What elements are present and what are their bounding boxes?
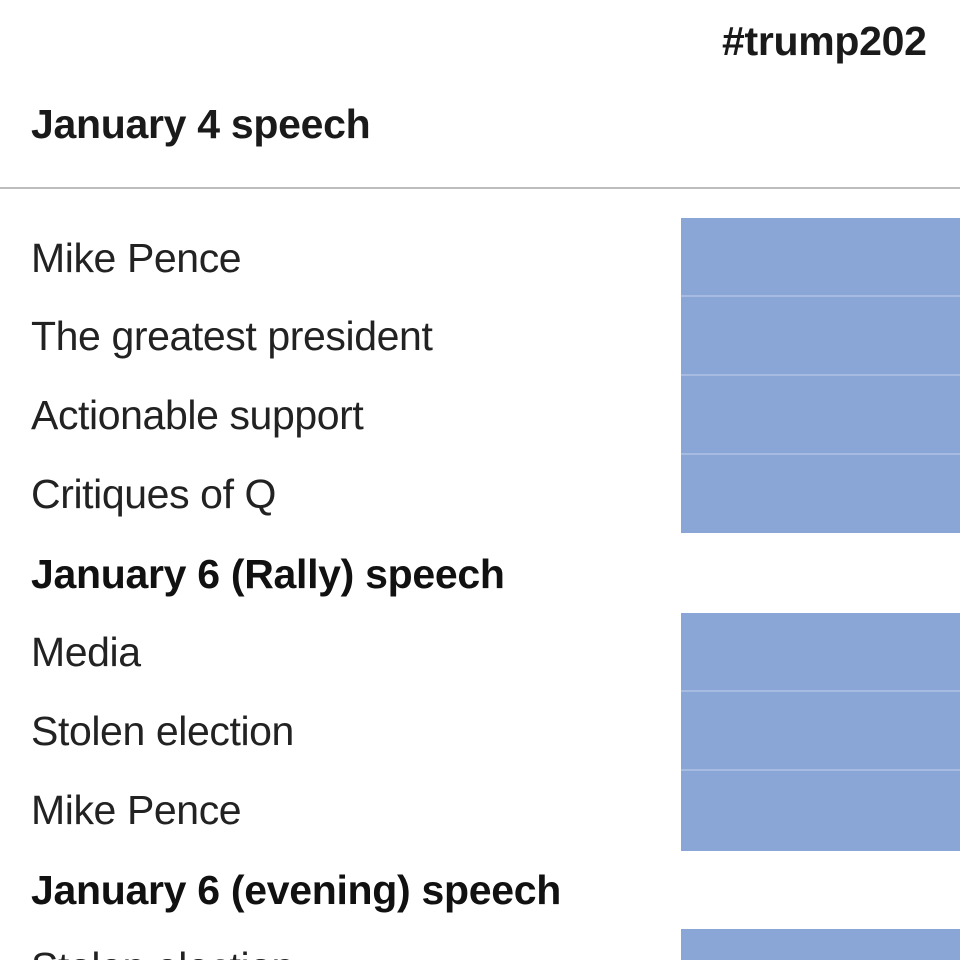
row-label: Media	[31, 629, 141, 675]
cell-block-january-4	[681, 218, 960, 533]
column-header: #trump202	[722, 18, 927, 64]
row-label: Actionable support	[31, 392, 364, 438]
cell-separator	[681, 769, 960, 771]
cell-separator	[681, 295, 960, 297]
cell-separator	[681, 690, 960, 692]
row-label: Stolen election	[31, 708, 294, 754]
section-heading-january-4: January 4 speech	[31, 101, 371, 147]
cell-block-january-6-evening	[681, 929, 960, 960]
row-label: The greatest president	[31, 313, 433, 359]
row-label: Stolen election	[31, 944, 294, 960]
row-label: Mike Pence	[31, 787, 242, 833]
cell-separator	[681, 374, 960, 376]
cell-separator	[681, 453, 960, 455]
row-label: Critiques of Q	[31, 471, 277, 517]
cell-block-january-6-rally	[681, 613, 960, 851]
section-heading-january-6-evening: January 6 (evening) speech	[31, 867, 561, 913]
section-heading-january-6-rally: January 6 (Rally) speech	[31, 551, 505, 597]
header-divider	[0, 187, 960, 189]
row-label: Mike Pence	[31, 235, 242, 281]
